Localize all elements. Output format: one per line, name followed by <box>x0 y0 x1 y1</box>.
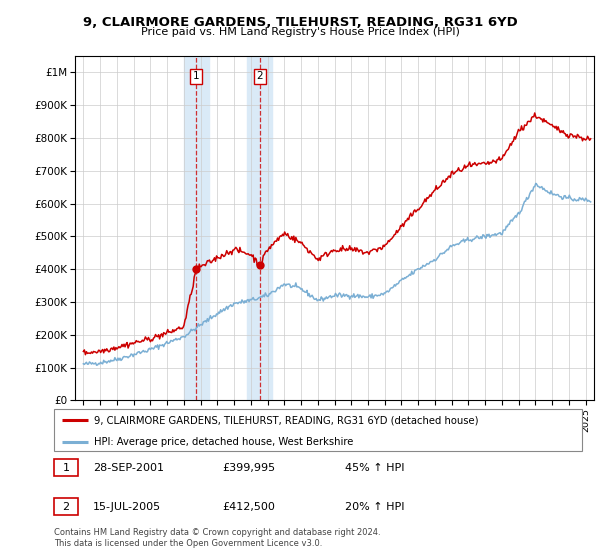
Text: 9, CLAIRMORE GARDENS, TILEHURST, READING, RG31 6YD (detached house): 9, CLAIRMORE GARDENS, TILEHURST, READING… <box>94 415 478 425</box>
Text: 20% ↑ HPI: 20% ↑ HPI <box>345 502 404 512</box>
Text: 45% ↑ HPI: 45% ↑ HPI <box>345 463 404 473</box>
Text: Price paid vs. HM Land Registry's House Price Index (HPI): Price paid vs. HM Land Registry's House … <box>140 27 460 37</box>
Text: 2: 2 <box>62 502 70 512</box>
Text: 15-JUL-2005: 15-JUL-2005 <box>93 502 161 512</box>
Text: Contains HM Land Registry data © Crown copyright and database right 2024.
This d: Contains HM Land Registry data © Crown c… <box>54 528 380 548</box>
Text: £412,500: £412,500 <box>222 502 275 512</box>
Text: 2: 2 <box>257 72 263 82</box>
Text: 1: 1 <box>62 463 70 473</box>
Text: HPI: Average price, detached house, West Berkshire: HPI: Average price, detached house, West… <box>94 437 353 446</box>
Bar <box>247 56 272 400</box>
Text: 9, CLAIRMORE GARDENS, TILEHURST, READING, RG31 6YD: 9, CLAIRMORE GARDENS, TILEHURST, READING… <box>83 16 517 29</box>
Text: 1: 1 <box>193 72 200 82</box>
Text: 28-SEP-2001: 28-SEP-2001 <box>93 463 164 473</box>
Bar <box>184 56 209 400</box>
Text: £399,995: £399,995 <box>222 463 275 473</box>
